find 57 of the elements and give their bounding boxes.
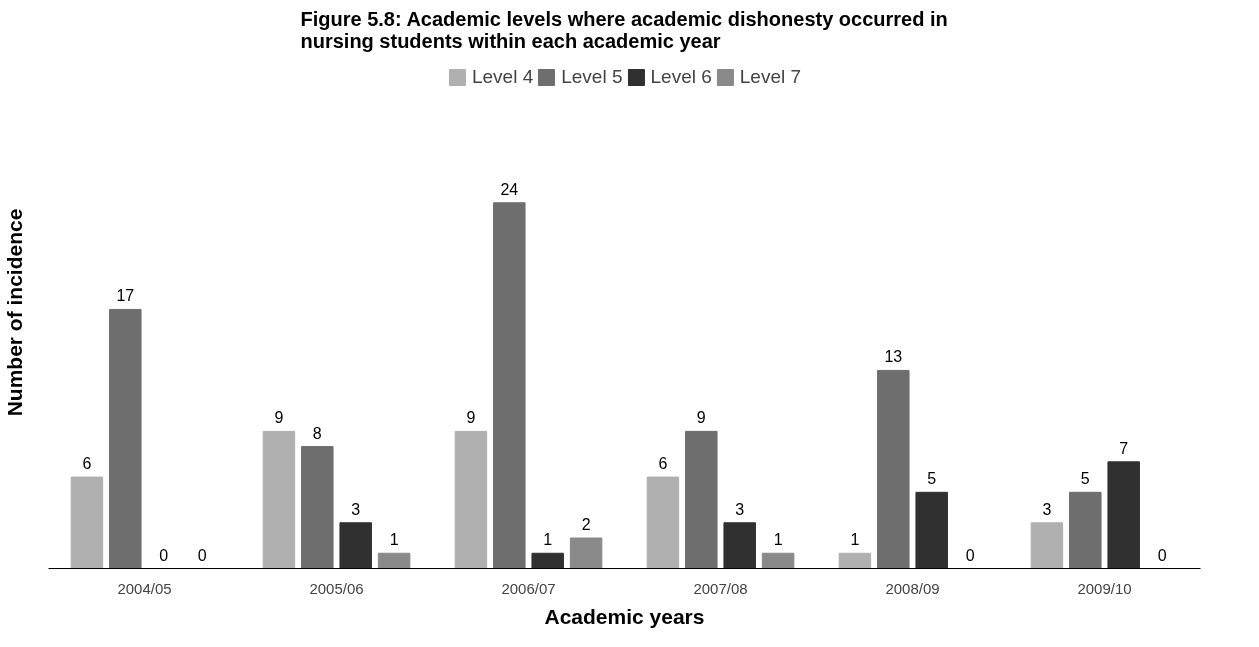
data-label: 6 [658,455,668,473]
bar [339,522,372,569]
bar [454,430,488,569]
x-tick-label: 2004/05 [117,579,172,597]
legend-label: Level 7 [739,66,802,88]
legend-label: Level 4 [471,66,534,88]
data-label: 24 [500,180,519,198]
data-label: 2 [581,516,591,534]
bar [109,308,142,569]
bar [646,476,680,569]
data-label: 3 [1042,500,1052,518]
x-tick-label: 2005/06 [309,579,364,597]
bar [70,476,104,569]
bar [1107,461,1140,569]
data-label: 0 [197,546,207,564]
legend-label: Level 6 [650,66,712,88]
bar [1030,522,1064,569]
data-label: 6 [82,455,92,473]
data-label: 1 [773,531,783,549]
data-label: 0 [965,546,975,564]
data-label: 1 [389,531,399,549]
bar [1069,491,1102,569]
bar [262,430,296,569]
chart-title: Figure 5.8: Academic levels where academic dishonesty occurred in nursing students within each academic year [300,7,948,52]
data-label: 9 [274,409,284,427]
data-label: 7 [1119,439,1129,457]
bar [723,522,756,569]
bar [531,552,564,569]
bar [377,552,411,569]
bar [761,552,795,569]
data-label: 0 [159,546,169,564]
data-label: 13 [884,348,903,366]
data-label: 5 [1080,470,1090,488]
x-tick-label: 2008/09 [885,579,940,597]
data-label: 8 [312,424,322,442]
bar [838,552,872,569]
bar [301,446,334,569]
data-label: 0 [1157,546,1167,564]
data-label: 1 [543,531,553,549]
bar [915,491,948,569]
data-label: 17 [116,287,135,305]
y-axis-title: Number of incidence [3,208,27,417]
bar [877,369,910,569]
data-label: 9 [466,409,476,427]
x-axis-title: Academic years [544,604,705,628]
bar [493,202,526,569]
data-label: 1 [850,531,860,549]
bar [685,430,718,569]
x-tick-label: 2007/08 [693,579,748,597]
data-label: 9 [696,409,706,427]
x-tick-label: 2006/07 [501,579,556,597]
data-label: 5 [927,470,937,488]
legend-label: Level 5 [561,66,623,88]
bar [569,537,603,569]
data-label: 3 [735,500,745,518]
x-tick-label: 2009/10 [1077,579,1132,597]
data-label: 3 [351,500,361,518]
